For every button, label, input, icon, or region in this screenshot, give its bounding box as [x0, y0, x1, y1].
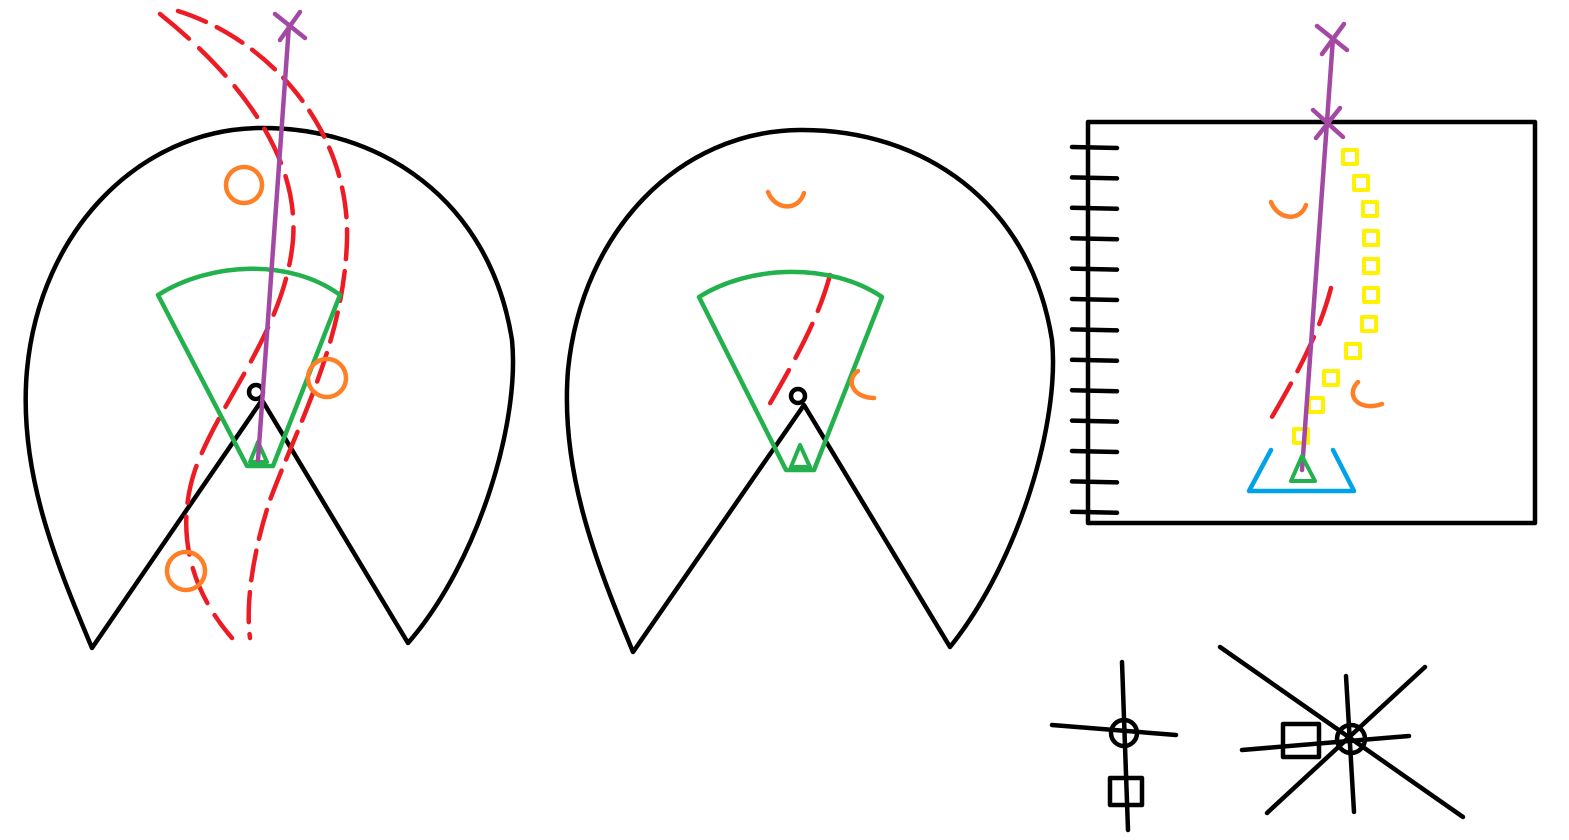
right-purple-cross-top-b	[1319, 21, 1347, 57]
tick-mark	[1069, 235, 1120, 242]
tick-mark	[1069, 448, 1120, 455]
left-orange-circle-2	[305, 356, 349, 400]
right-map-view	[1069, 21, 1538, 526]
middle-sensor-view	[564, 127, 1056, 655]
yellow-square	[1292, 427, 1310, 445]
yellow-square	[1360, 315, 1378, 333]
right-orange-arc-1	[1268, 199, 1309, 219]
tick-mark	[1069, 144, 1120, 151]
middle-green-triangle	[789, 443, 812, 469]
middle-outer-boundary	[564, 127, 1056, 655]
middle-orange-arc-2	[849, 368, 877, 401]
circle-square-cross-symbol	[1049, 659, 1179, 833]
middle-green-sector	[696, 269, 885, 473]
left-orange-circle-3	[164, 549, 208, 593]
left-purple-line	[255, 22, 292, 463]
left-red-curve-2	[175, 8, 350, 641]
tick-mark	[1069, 327, 1120, 333]
right-red-curve	[1263, 285, 1334, 430]
star-circle-square-symbol	[1217, 644, 1466, 820]
right-yellow-squares	[1292, 148, 1380, 445]
tick-mark	[1069, 387, 1120, 394]
tick-mark	[1069, 266, 1120, 272]
tick-mark	[1069, 418, 1120, 424]
right-orange-arc-2	[1350, 379, 1385, 409]
symbol-1-horizontal-line	[1049, 722, 1179, 738]
left-red-curve-1	[157, 11, 296, 641]
symbol-2-horizontal	[1239, 733, 1412, 753]
middle-pivot-circle	[788, 386, 808, 406]
right-tick-marks	[1069, 144, 1120, 516]
yellow-square	[1362, 229, 1380, 247]
yellow-square	[1341, 148, 1359, 166]
middle-red-curve	[761, 272, 833, 417]
tick-mark	[1069, 296, 1120, 303]
right-green-triangle	[1289, 454, 1317, 483]
right-map-frame	[1085, 119, 1538, 526]
middle-orange-arc-1	[765, 189, 807, 209]
tick-mark	[1069, 357, 1120, 364]
yellow-square	[1362, 257, 1380, 275]
tick-mark	[1069, 479, 1120, 485]
symbol-2-square	[1280, 721, 1322, 760]
left-orange-circle-1	[223, 164, 265, 206]
left-purple-cross-b	[277, 9, 303, 43]
symbol-2-circle	[1334, 722, 1368, 756]
symbol-1-circle	[1108, 717, 1140, 749]
tick-mark	[1069, 175, 1120, 181]
yellow-square	[1361, 200, 1379, 218]
yellow-square	[1307, 396, 1325, 414]
symbol-1-square	[1107, 775, 1145, 808]
left-sensor-view	[23, 8, 516, 651]
right-blue-trapezoid	[1246, 447, 1357, 494]
right-purple-line	[1299, 35, 1336, 473]
right-purple-cross-mid-b	[1313, 105, 1343, 141]
tick-mark	[1069, 509, 1120, 516]
yellow-square	[1344, 342, 1362, 360]
symbol-2-vertical	[1343, 673, 1357, 815]
yellow-square	[1352, 174, 1370, 192]
left-outer-boundary	[23, 125, 516, 651]
left-green-sector	[155, 266, 343, 469]
yellow-square	[1322, 369, 1340, 387]
tick-mark	[1069, 205, 1120, 212]
yellow-square	[1362, 286, 1380, 304]
